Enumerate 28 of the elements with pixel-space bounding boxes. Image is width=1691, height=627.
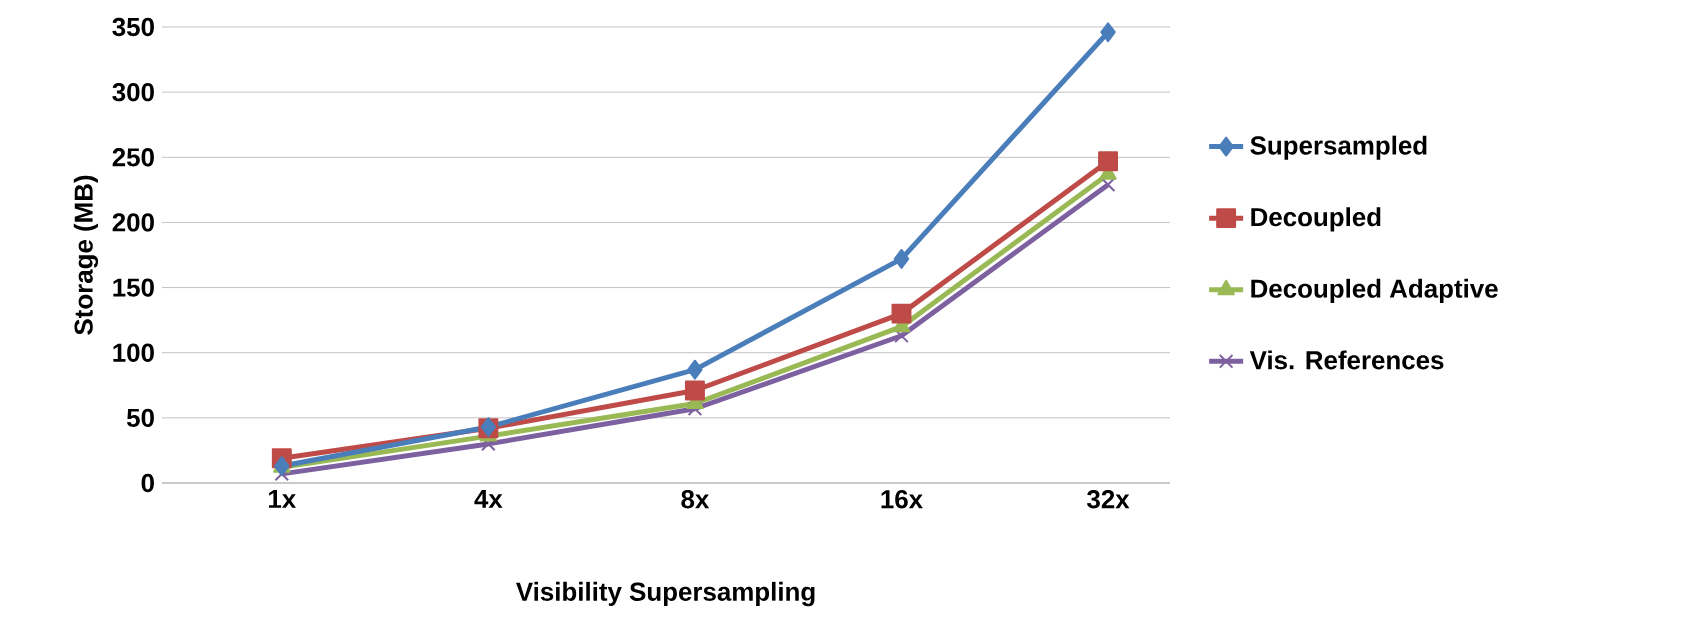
point [274,456,290,477]
y-tick-label: 300 [112,82,154,102]
y-tick-label: 100 [113,343,154,362]
y-tick-label: 250 [112,148,154,167]
legend-label: Vis. References [1249,350,1444,370]
point [684,380,705,401]
legend-label: Decoupled [1251,207,1381,232]
x-tick-label: 32x [1087,490,1130,509]
x-tick-label: 16x [881,490,923,509]
legend-label: Decoupled Adaptive [1251,278,1498,303]
point [1098,151,1119,172]
x-axis-title: Visibility Supersampling [516,581,815,607]
point [687,401,703,417]
point [891,303,912,324]
point [687,359,703,380]
point [893,248,910,269]
x-tick-label: 1x [269,490,297,508]
point [1100,177,1116,192]
x-tick-label: 8x [681,490,710,509]
x-tick-label: 4x [474,490,503,508]
y-tick-label: 0 [141,473,154,493]
y-tick-label: 150 [113,278,154,297]
y-axis-title: Storage (MB) [73,175,99,335]
y-tick-label: 350 [112,17,154,37]
y-tick-label: 50 [126,408,154,428]
y-tick-label: 200 [112,213,154,232]
legend-label: Supersampled [1250,135,1427,160]
point [1100,22,1116,43]
